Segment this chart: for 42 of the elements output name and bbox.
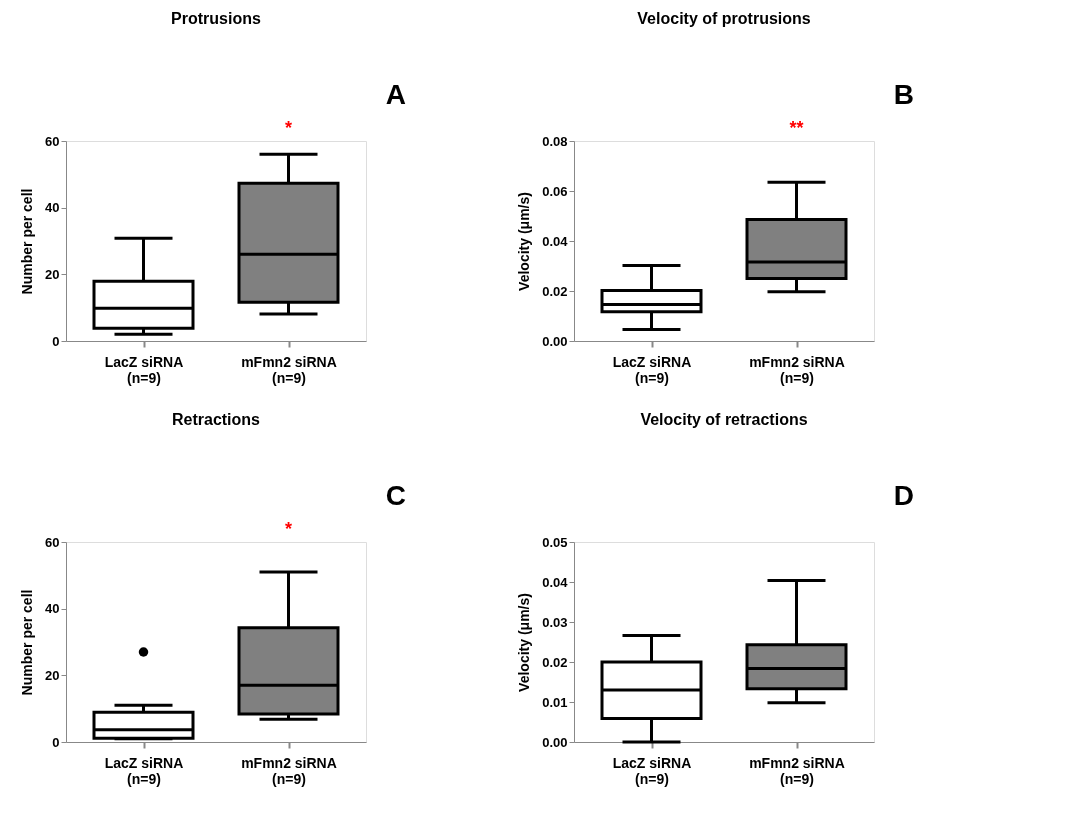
y-tick-label: 0 [52, 333, 60, 349]
y-tick-label: 20 [45, 667, 60, 683]
x-tick-label: mFmn2 siRNA (n=9) [749, 353, 845, 386]
y-tick-label: 0.03 [542, 614, 568, 630]
chart-title: Velocity of retractions [640, 411, 808, 428]
chart-title: Protrusions [171, 10, 261, 27]
y-tick-label: 20 [45, 266, 60, 282]
y-tick-label: 60 [45, 534, 60, 550]
text: ** [789, 118, 804, 138]
x-tick-label: mFmn2 siRNA (n=9) [749, 754, 845, 787]
text: A [385, 79, 406, 110]
x-tick-label: mFmn2 siRNA (n=9) [241, 754, 337, 787]
x-tick-label: LacZ siRNA (n=9) [612, 353, 692, 386]
y-tick-label: 0.02 [542, 283, 568, 299]
y-tick-label: 0.01 [542, 694, 568, 710]
x-tick-label: mFmn2 siRNA (n=9) [241, 353, 337, 386]
chart-title: Retractions [171, 411, 261, 428]
x-tick-label: LacZ siRNA (n=9) [104, 353, 184, 386]
text: * [284, 519, 293, 539]
x-tick-label: LacZ siRNA (n=9) [612, 754, 692, 787]
text: B [893, 79, 914, 110]
y-tick-label: 0.05 [542, 534, 568, 550]
y-tick-label: 0.02 [542, 654, 568, 670]
y-tick-label: 0.00 [542, 333, 568, 349]
text: C [385, 480, 406, 511]
text: D [893, 480, 914, 511]
y-tick-label: 0.06 [542, 183, 568, 199]
y-axis-title: Velocity (μm/s) [516, 192, 533, 291]
y-tick-label: 0.00 [542, 734, 568, 750]
y-tick-label: 40 [45, 200, 60, 216]
chart-title: Velocity of protrusions [637, 10, 811, 27]
y-tick-label: 40 [45, 601, 60, 617]
y-tick-label: 0.08 [542, 133, 568, 149]
y-tick-label: 0.04 [542, 233, 569, 249]
y-tick-label: 0.04 [542, 574, 569, 590]
y-tick-label: 0 [52, 734, 60, 750]
y-axis-title: Number per cell [19, 589, 36, 696]
y-tick-label: 60 [45, 133, 60, 149]
text: * [284, 118, 293, 138]
x-tick-label: LacZ siRNA (n=9) [104, 754, 184, 787]
y-axis-title: Number per cell [19, 188, 36, 295]
y-axis-title: Velocity (μm/s) [516, 593, 533, 692]
